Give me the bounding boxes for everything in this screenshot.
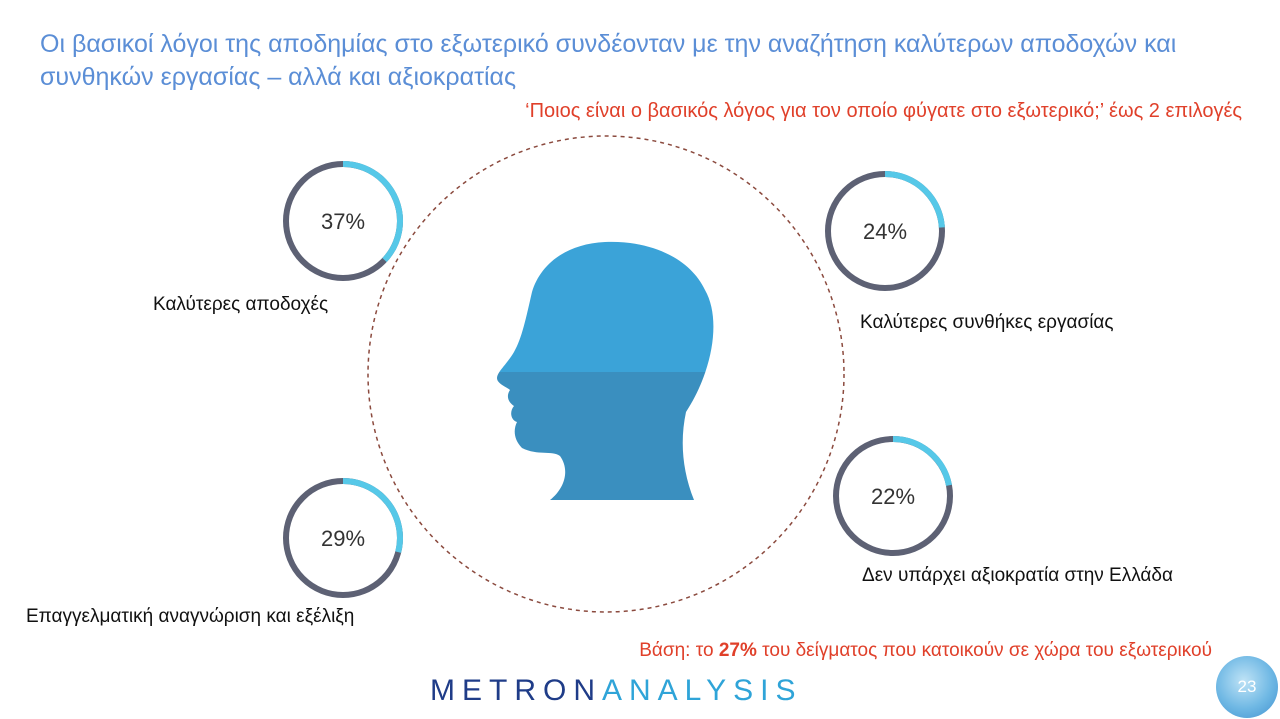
label-professional-recognition: Επαγγελματική αναγνώριση και εξέλιξη xyxy=(26,606,355,627)
donut-value-label: 24% xyxy=(863,219,907,244)
donut-value-arc xyxy=(342,161,403,263)
donut-value-label: 37% xyxy=(321,209,365,234)
donut-group: 37% 24% 29% 22% xyxy=(283,161,953,598)
page-title: Οι βασικοί λόγοι της αποδημίας στο εξωτε… xyxy=(40,30,1177,91)
dashed-circle xyxy=(367,135,845,613)
label-no-meritocracy: Δεν υπάρχει αξιοκρατία στην Ελλάδα xyxy=(862,565,1173,586)
logo-part-metron: METRON xyxy=(430,674,602,707)
donut-professional-recognition: 29% xyxy=(283,478,403,598)
base-note-value: 27% xyxy=(718,640,757,661)
label-better-conditions: Καλύτερες συνθήκες εργασίας xyxy=(860,312,1114,333)
donut-value-arc xyxy=(884,171,945,228)
survey-question: ‘Ποιος είναι ο βασικός λόγος για τον οπο… xyxy=(525,100,1242,122)
label-better-pay: Καλύτερες αποδοχές xyxy=(153,294,329,315)
donut-value-arc xyxy=(892,436,952,486)
donut-no-meritocracy: 22% xyxy=(833,436,953,556)
page-number: 23 xyxy=(1237,677,1257,696)
metron-analysis-logo: METRONANALYSIS xyxy=(430,674,803,708)
logo-part-analysis: ANALYSIS xyxy=(602,674,803,707)
base-note-prefix: Βάση: το xyxy=(639,640,719,661)
donut-value-label: 22% xyxy=(871,484,915,509)
donut-better-conditions: 24% xyxy=(825,171,945,291)
page-number-badge: 23 xyxy=(1216,656,1278,718)
base-note-suffix: του δείγματος που κατοικούν σε χώρα του … xyxy=(756,640,1212,661)
donut-value-arc xyxy=(342,478,403,553)
base-note: Βάση: το 27% του δείγματος που κατοικούν… xyxy=(639,640,1212,662)
head-icon xyxy=(497,241,714,500)
donut-value-label: 29% xyxy=(321,526,365,551)
donut-better-pay: 37% xyxy=(283,161,403,281)
